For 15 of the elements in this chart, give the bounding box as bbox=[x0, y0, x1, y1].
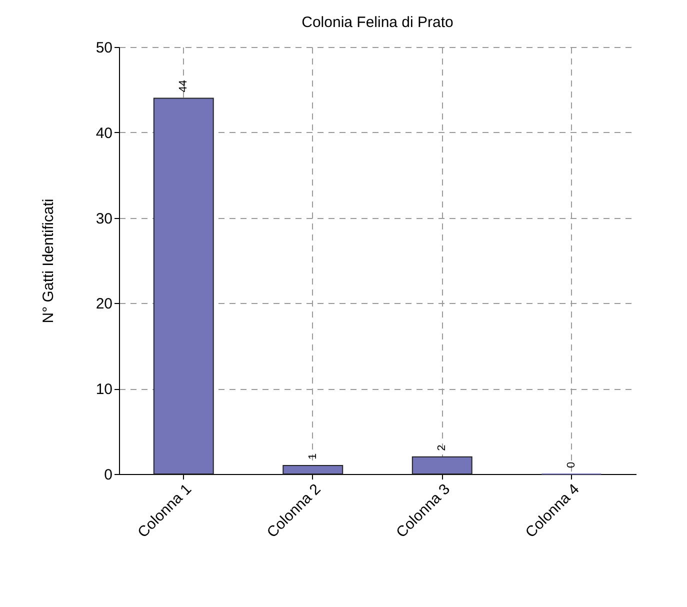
y-tick-label: 30 bbox=[96, 210, 112, 228]
data-label: 0 bbox=[565, 462, 578, 468]
y-tick-label: 0 bbox=[104, 466, 112, 484]
y-axis-title: N° Gatti Identificati bbox=[40, 198, 57, 324]
bar bbox=[412, 456, 472, 474]
chart-title: Colonia Felina di Prato bbox=[302, 14, 454, 31]
bar bbox=[282, 464, 344, 474]
y-tick-label: 50 bbox=[96, 40, 112, 56]
data-label: 44 bbox=[178, 80, 190, 92]
y-tick-label: 20 bbox=[96, 296, 112, 313]
data-label: 2 bbox=[436, 444, 448, 451]
bar bbox=[153, 98, 214, 474]
y-tick-label: 10 bbox=[96, 381, 112, 398]
y-tick-label: 40 bbox=[96, 124, 112, 142]
data-label: 1 bbox=[306, 453, 319, 460]
